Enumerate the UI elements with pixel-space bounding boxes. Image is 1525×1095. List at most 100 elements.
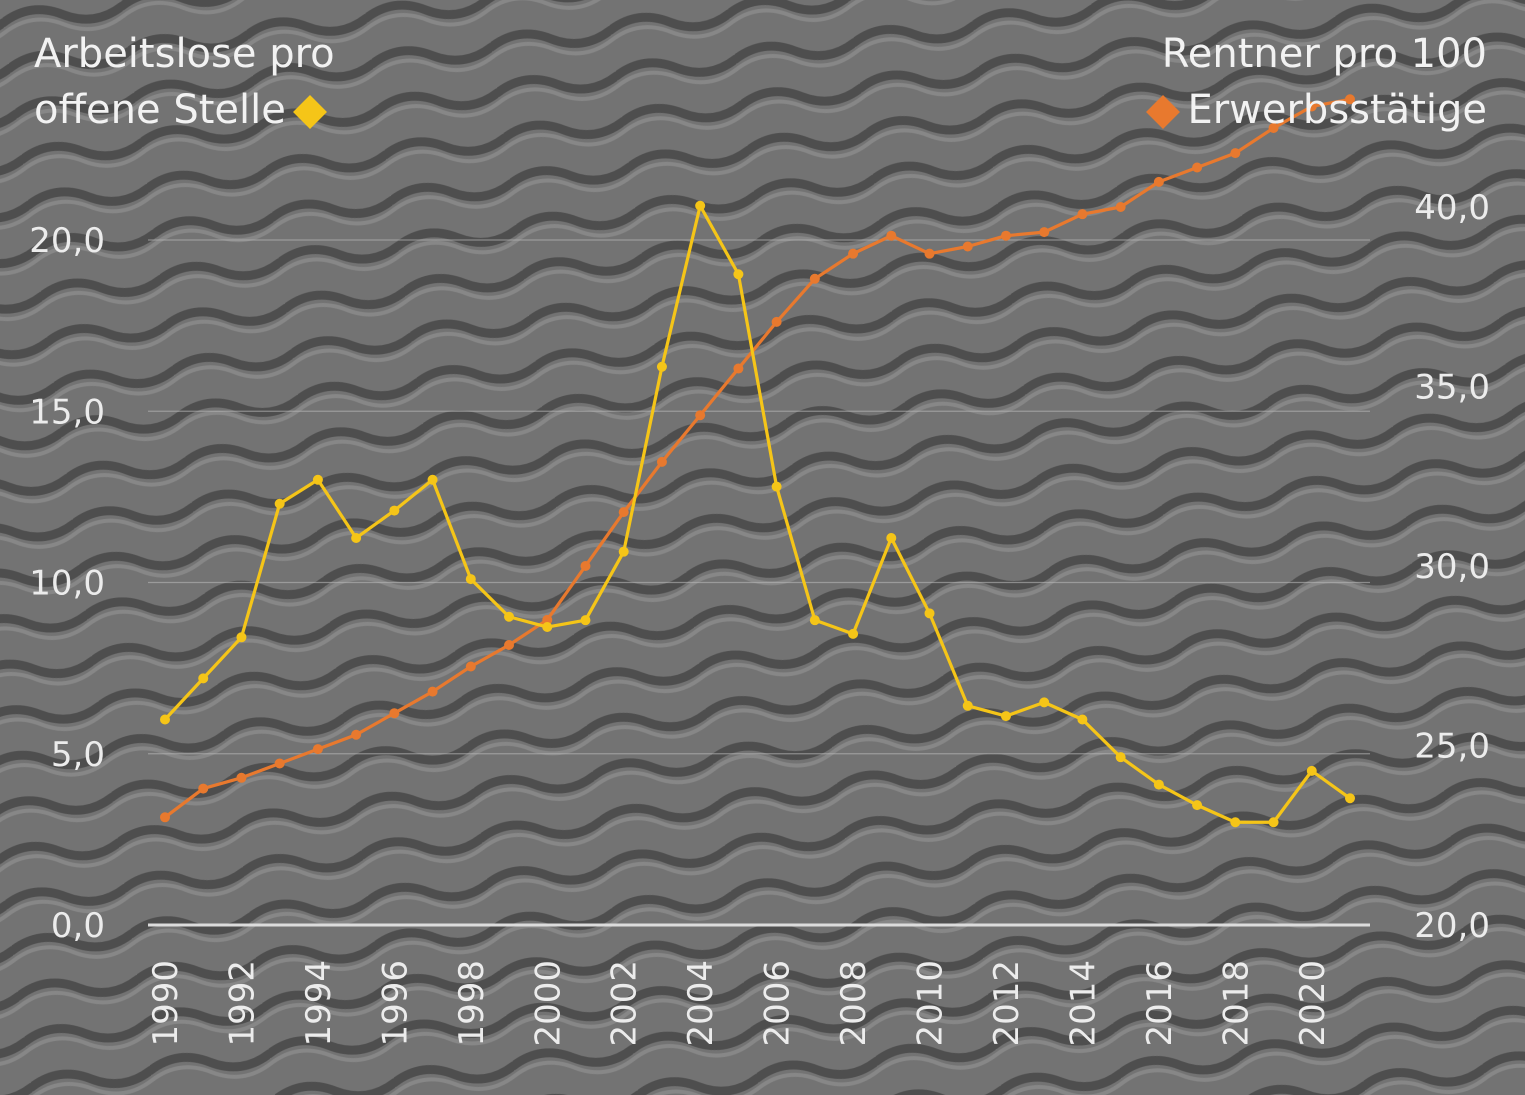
x-tick-label: 1992 bbox=[222, 960, 262, 1047]
pensioner-series-line bbox=[164, 97, 1351, 819]
legend-left-line1: Arbeitslose pro bbox=[34, 31, 335, 77]
unemployed-series-point bbox=[1153, 779, 1164, 790]
unemployed-series-point bbox=[504, 611, 515, 622]
legend-right-line2: Erwerbsstätige bbox=[1187, 87, 1487, 133]
unemployed-series-point bbox=[1000, 711, 1011, 722]
pensioner-series-point bbox=[351, 729, 362, 740]
yellow-diamond-icon bbox=[292, 95, 327, 129]
pensioner-series-point bbox=[389, 708, 400, 719]
legend-left: Arbeitslose pro offene Stelle bbox=[34, 26, 335, 138]
pensioner-series-point bbox=[809, 273, 820, 284]
pensioner-series-point bbox=[618, 507, 629, 518]
unemployed-series-point bbox=[389, 505, 400, 516]
pensioner-series-point bbox=[771, 316, 782, 327]
pensioner-series-point bbox=[465, 661, 476, 672]
legend-left-line2: offene Stelle bbox=[34, 87, 286, 133]
x-tick-label: 2004 bbox=[681, 960, 721, 1047]
x-tick-label: 2002 bbox=[605, 960, 645, 1047]
unemployed-series-point bbox=[542, 622, 553, 633]
x-tick-label: 2008 bbox=[834, 960, 874, 1047]
unemployed-series-point bbox=[198, 673, 209, 684]
pensioner-series-point bbox=[656, 456, 667, 467]
pensioner-series-point bbox=[886, 230, 897, 241]
pensioner-series-point bbox=[236, 772, 247, 783]
unemployed-series-point bbox=[924, 608, 935, 619]
pensioner-series-point bbox=[1039, 227, 1050, 238]
pensioner-series-point bbox=[1268, 123, 1279, 134]
right-y-tick-label: 25,0 bbox=[1414, 727, 1490, 767]
pensioner-series-point bbox=[1153, 176, 1164, 187]
right-y-tick-label: 30,0 bbox=[1414, 547, 1490, 587]
pensioner-series-point bbox=[504, 639, 515, 650]
pensioner-series-point bbox=[733, 363, 744, 374]
unemployed-series-point bbox=[427, 474, 438, 485]
right-y-tick-label: 40,0 bbox=[1414, 188, 1490, 228]
pensioner-series-point bbox=[312, 744, 323, 755]
pensioner-series-point bbox=[848, 248, 859, 259]
unemployed-series-point bbox=[771, 481, 782, 492]
left-y-tick-label: 5,0 bbox=[51, 735, 105, 775]
pensioner-series-point bbox=[1000, 230, 1011, 241]
x-tick-label: 2018 bbox=[1216, 960, 1256, 1047]
pensioner-series-point bbox=[198, 783, 209, 794]
legend-right-line1: Rentner pro 100 bbox=[1161, 31, 1487, 77]
pensioner-series-point bbox=[1230, 148, 1241, 159]
left-y-tick-label: 15,0 bbox=[29, 392, 105, 432]
unemployed-series-point bbox=[886, 532, 897, 543]
x-tick-label: 2020 bbox=[1293, 960, 1333, 1047]
pensioner-series-point bbox=[427, 686, 438, 697]
unemployed-series-point bbox=[465, 574, 476, 585]
pensioner-series-point bbox=[160, 812, 170, 823]
unemployed-series-line bbox=[163, 204, 1351, 824]
pensioner-series-point bbox=[924, 248, 935, 259]
right-y-tick-label: 20,0 bbox=[1414, 906, 1490, 946]
unemployed-series-point bbox=[274, 498, 285, 509]
unemployed-series-point bbox=[656, 361, 667, 372]
x-tick-label: 2012 bbox=[987, 960, 1027, 1047]
x-tick-label: 2006 bbox=[758, 960, 798, 1047]
x-tick-label: 2014 bbox=[1063, 960, 1103, 1047]
pensioner-series-point bbox=[1115, 202, 1126, 212]
unemployed-series-point bbox=[962, 700, 973, 711]
unemployed-series-point bbox=[1230, 817, 1241, 828]
unemployed-series-point bbox=[1345, 793, 1355, 804]
x-tick-label: 2016 bbox=[1140, 960, 1180, 1047]
pensioner-series-point bbox=[580, 561, 591, 571]
pensioner-series-point bbox=[962, 241, 973, 252]
x-tick-label: 1994 bbox=[299, 960, 339, 1047]
pensioner-series-point bbox=[274, 758, 285, 769]
x-tick-label: 1998 bbox=[452, 960, 492, 1047]
unemployed-series-point bbox=[160, 714, 170, 725]
x-tick-label: 1990 bbox=[146, 960, 186, 1047]
legend-right: Rentner pro 100 Erwerbsstätige bbox=[1139, 26, 1487, 138]
pensioner-series-point bbox=[1077, 209, 1088, 220]
x-tick-label: 2010 bbox=[911, 960, 951, 1047]
pensioner-series-point bbox=[1306, 101, 1317, 112]
unemployed-series-point bbox=[351, 532, 362, 543]
unemployed-series-point bbox=[809, 615, 820, 626]
pensioner-series-point bbox=[695, 410, 706, 421]
unemployed-series-point bbox=[848, 628, 859, 639]
unemployed-series-point bbox=[1039, 697, 1050, 708]
unemployed-series-point bbox=[733, 269, 744, 280]
left-y-tick-label: 0,0 bbox=[51, 906, 105, 946]
unemployed-series-point bbox=[618, 546, 629, 557]
pensioner-series-point bbox=[1345, 94, 1355, 105]
orange-diamond-icon bbox=[1146, 95, 1181, 129]
unemployed-series-point bbox=[312, 474, 323, 485]
unemployed-series-point bbox=[1306, 765, 1317, 776]
right-y-tick-label: 35,0 bbox=[1414, 368, 1490, 408]
unemployed-series-point bbox=[1077, 714, 1088, 725]
x-tick-label: 1996 bbox=[375, 960, 415, 1047]
left-y-tick-label: 10,0 bbox=[29, 564, 105, 604]
left-y-tick-label: 20,0 bbox=[29, 221, 105, 261]
unemployed-series-point bbox=[1192, 800, 1203, 811]
unemployed-series-point bbox=[695, 200, 706, 211]
unemployed-series-point bbox=[1115, 752, 1126, 763]
unemployed-series-point bbox=[236, 632, 247, 643]
unemployed-series-point bbox=[580, 615, 591, 626]
x-tick-label: 2000 bbox=[528, 960, 568, 1047]
